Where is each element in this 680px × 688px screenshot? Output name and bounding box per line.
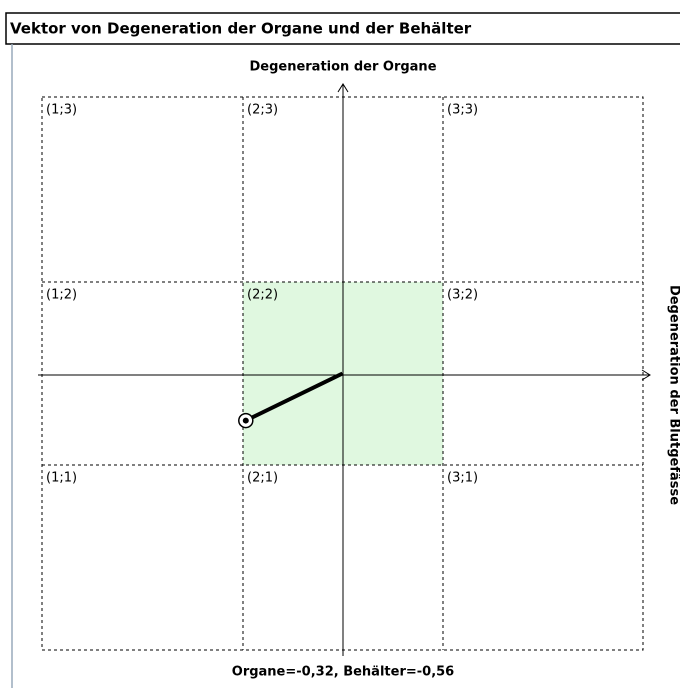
y-axis-title: Degeneration der Organe xyxy=(249,60,436,75)
x-axis-title: Degeneration der Blutgefässe xyxy=(667,285,680,505)
caption: Organe=-0,32, Behälter=-0,56 xyxy=(232,665,454,680)
y-arrow xyxy=(337,83,349,93)
cell-label: (3;1) xyxy=(447,471,478,486)
cell-label: (2;3) xyxy=(247,103,278,118)
cell-label: (2;1) xyxy=(247,471,278,486)
title-bar xyxy=(5,12,680,45)
cell-label: (1;3) xyxy=(46,103,77,118)
cell-label: (3;2) xyxy=(447,288,478,303)
x-arrow xyxy=(641,369,651,381)
cell-label: (1;2) xyxy=(46,288,77,303)
cell-label: (2;2) xyxy=(247,288,278,303)
chart-title: Vektor von Degeneration der Organe und d… xyxy=(10,20,472,38)
cell-label: (3;3) xyxy=(447,103,478,118)
point-dot xyxy=(242,417,249,424)
vector xyxy=(244,371,344,423)
cell-label: (1;1) xyxy=(46,471,77,486)
